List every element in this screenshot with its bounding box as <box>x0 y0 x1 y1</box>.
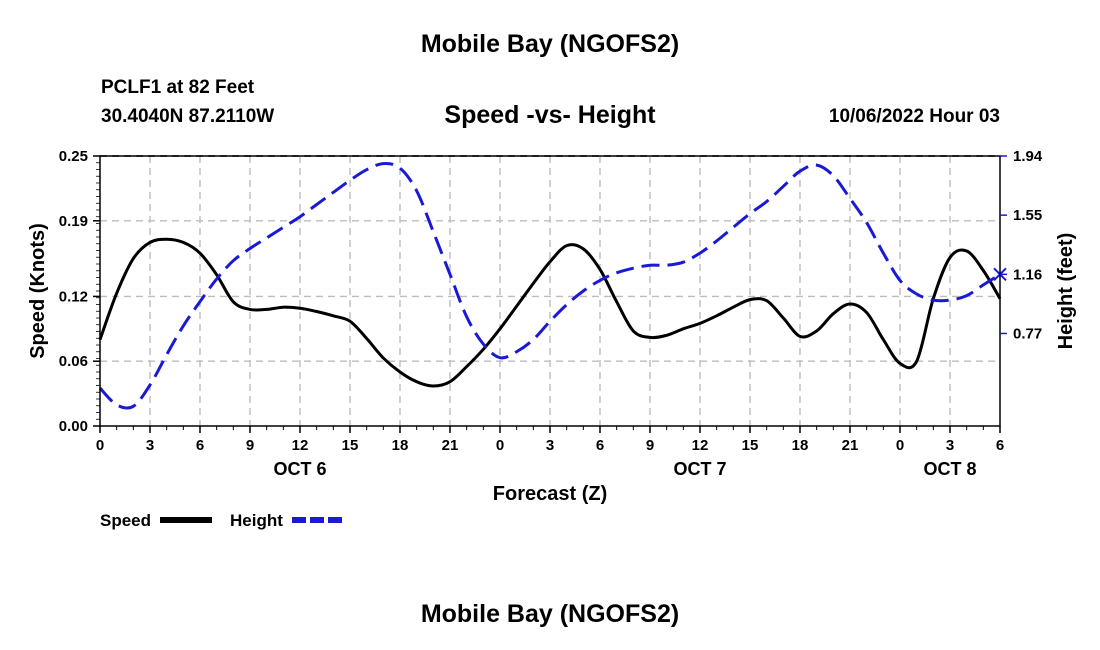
x-tick-label: 6 <box>596 437 604 454</box>
x-tick-label: 9 <box>246 437 254 454</box>
y2-tick-label: 1.16 <box>1013 266 1042 283</box>
x-tick-label: 21 <box>442 437 459 454</box>
y2-tick-label: 1.55 <box>1013 207 1042 224</box>
series-speed-line <box>98 237 1002 388</box>
y-axis-label: Speed (Knots) <box>27 223 49 359</box>
series-height-line <box>98 162 1001 410</box>
y-tick-label: 0.06 <box>59 353 88 370</box>
x-tick-label: 18 <box>392 437 409 454</box>
axes: 0 3 6 9 12 15 18 21 0 3 6 9 12 15 18 21 0 3 6 OCT 6 OCT 7 OCT… <box>59 148 1043 479</box>
x-tick-label: 12 <box>292 437 309 454</box>
chart-subtitle: Speed -vs- Height <box>444 101 656 129</box>
series-layer <box>98 162 1007 410</box>
chart-title: Mobile Bay (NGOFS2) <box>420 30 680 58</box>
x-tick-label: 9 <box>646 437 654 454</box>
legend-label-height: Height <box>230 511 283 530</box>
grid-lines <box>100 155 1000 426</box>
legend: Speed Height <box>100 511 344 530</box>
x-tick-label: 3 <box>946 437 954 454</box>
x-axis-label: Forecast (Z) <box>493 483 607 505</box>
forecast-timestamp: 10/06/2022 Hour 03 <box>828 106 1000 127</box>
y-tick-label: 0.25 <box>59 148 88 165</box>
station-label: PCLF1 at 82 Feet <box>101 77 255 98</box>
y2-axis-label: Height (feet) <box>1055 233 1077 350</box>
station-coordinates: 30.4040N 87.2110W <box>101 106 275 127</box>
x-tick-label: 18 <box>792 437 809 454</box>
footer-title: Mobile Bay (NGOFS2) <box>420 600 680 628</box>
x-tick-label: 0 <box>896 437 904 454</box>
x-tick-label: 15 <box>742 437 759 454</box>
y2-tick-label: 1.94 <box>1013 148 1043 165</box>
x-tick-label: 0 <box>496 437 504 454</box>
x-tick-label: 0 <box>96 437 104 454</box>
x-tick-label: 6 <box>196 437 204 454</box>
y-tick-label: 0.00 <box>59 418 88 435</box>
x-tick-label: 15 <box>342 437 359 454</box>
x-tick-label: 3 <box>546 437 554 454</box>
x-tick-label: 21 <box>842 437 859 454</box>
y-tick-label: 0.19 <box>59 213 88 230</box>
x-tick-label: 12 <box>692 437 709 454</box>
legend-label-speed: Speed <box>100 511 151 530</box>
y-tick-label: 0.12 <box>59 288 88 305</box>
day-label: OCT 6 <box>273 459 326 479</box>
x-tick-label: 3 <box>146 437 154 454</box>
y2-tick-label: 0.77 <box>1013 325 1042 342</box>
day-label: OCT 8 <box>923 459 976 479</box>
x-tick-label: 6 <box>996 437 1004 454</box>
day-label: OCT 7 <box>673 459 726 479</box>
